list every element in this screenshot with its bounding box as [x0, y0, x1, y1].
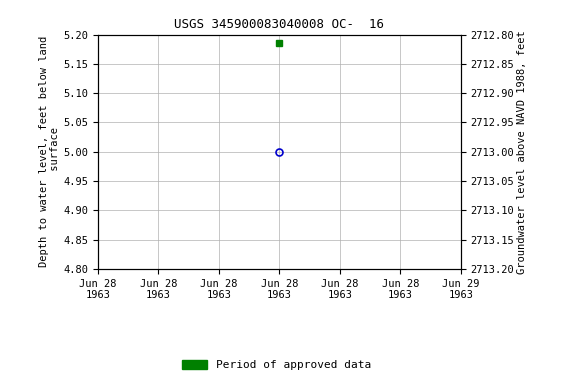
Y-axis label: Depth to water level, feet below land
 surface: Depth to water level, feet below land su… [39, 36, 60, 267]
Legend: Period of approved data: Period of approved data [178, 355, 375, 375]
Y-axis label: Groundwater level above NAVD 1988, feet: Groundwater level above NAVD 1988, feet [517, 30, 527, 273]
Title: USGS 345900083040008 OC-  16: USGS 345900083040008 OC- 16 [175, 18, 384, 31]
